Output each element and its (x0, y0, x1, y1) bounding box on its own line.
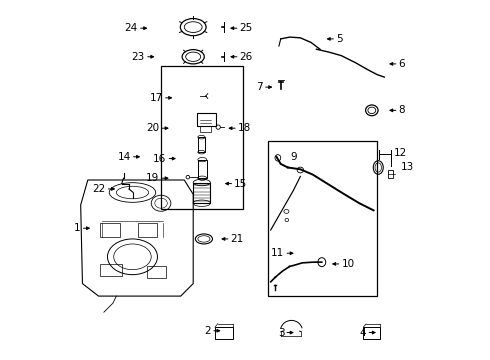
Text: 3: 3 (278, 328, 284, 338)
Text: 19: 19 (146, 173, 159, 183)
Text: 21: 21 (231, 234, 244, 244)
Text: 22: 22 (93, 184, 106, 194)
Text: 5: 5 (336, 34, 343, 44)
Text: 10: 10 (342, 259, 355, 269)
Text: 1: 1 (74, 223, 81, 233)
Bar (100, 223, 120, 237)
Bar (200, 126, 211, 132)
Bar (198, 159, 207, 178)
Bar (363, 327, 380, 339)
Text: 24: 24 (124, 23, 138, 33)
Text: 13: 13 (401, 162, 414, 172)
Bar (138, 223, 157, 237)
Text: 11: 11 (271, 248, 284, 258)
Text: 20: 20 (146, 123, 159, 133)
Bar (198, 137, 205, 152)
Bar (268, 141, 377, 296)
Text: 15: 15 (234, 179, 247, 189)
Text: 14: 14 (118, 152, 131, 162)
Text: 17: 17 (149, 93, 163, 103)
Text: 16: 16 (153, 154, 167, 163)
Text: 7: 7 (256, 82, 263, 92)
Text: 2: 2 (204, 326, 211, 336)
Text: 12: 12 (394, 148, 407, 158)
Text: 8: 8 (398, 105, 405, 115)
Bar (100, 264, 122, 276)
Bar (215, 327, 233, 339)
Text: 6: 6 (398, 59, 405, 69)
Text: 26: 26 (240, 52, 253, 62)
Bar (197, 113, 217, 126)
Bar (388, 170, 393, 178)
Text: 9: 9 (290, 152, 296, 162)
Text: 4: 4 (360, 328, 367, 338)
Text: 25: 25 (240, 23, 253, 33)
Text: 18: 18 (238, 123, 251, 133)
Bar (147, 266, 167, 278)
Bar (193, 183, 210, 203)
Bar (161, 66, 243, 208)
Text: 23: 23 (132, 52, 145, 62)
